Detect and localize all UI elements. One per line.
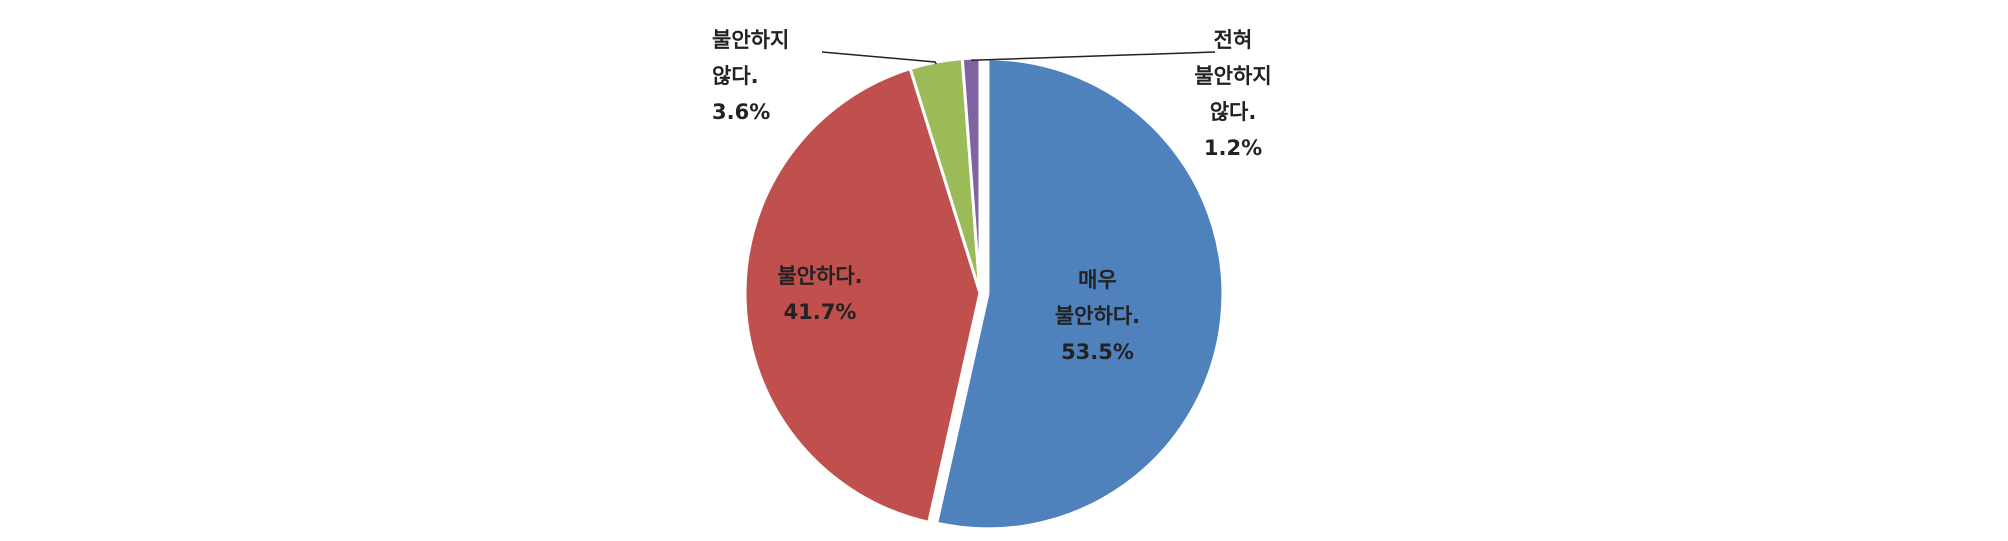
category-label: 전혀 불안하지 않다. bbox=[1194, 28, 1272, 124]
slice-label: 매우 불안하다. 53.5% bbox=[1040, 262, 1155, 370]
slice-label: 전혀 불안하지 않다. 1.2% bbox=[1178, 22, 1288, 166]
pie-slice bbox=[743, 66, 982, 525]
leader-line bbox=[821, 51, 937, 65]
value-label: 1.2% bbox=[1203, 136, 1263, 160]
leader-line bbox=[971, 51, 1216, 61]
category-label: 불안하지 않다. bbox=[712, 28, 790, 88]
category-label: 불안하다. bbox=[777, 264, 863, 288]
value-label: 53.5% bbox=[1061, 340, 1134, 364]
pie-slice bbox=[934, 57, 1225, 531]
category-label: 매우 불안하다. bbox=[1054, 268, 1141, 328]
value-label: 41.7% bbox=[783, 300, 857, 324]
value-label: 3.6% bbox=[712, 100, 771, 124]
pie-slice bbox=[960, 56, 982, 294]
slice-label: 불안하다. 41.7% bbox=[750, 258, 890, 330]
slice-label: 불안하지 않다. 3.6% bbox=[712, 22, 822, 130]
